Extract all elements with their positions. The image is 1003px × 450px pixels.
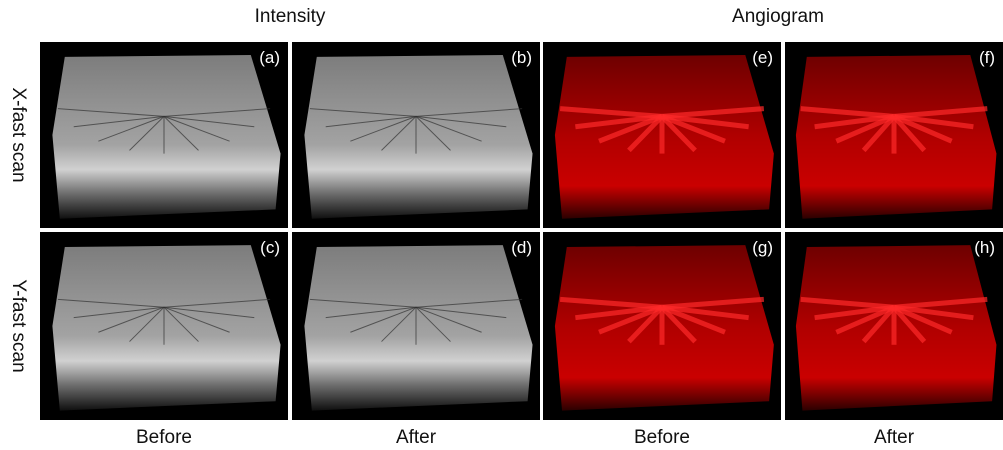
image-panel: (d) [292,232,540,420]
column-group-header: Intensity [255,6,326,28]
tissue-volume [52,245,280,410]
volume-render [40,232,288,420]
volume-render [292,42,540,228]
volume-render [40,42,288,228]
image-panel: (b) [292,42,540,228]
panel-label: (c) [260,238,280,258]
image-panel: (g) [543,232,781,420]
row-label: Y-fast scan [7,279,29,372]
image-panel: (a) [40,42,288,228]
image-panel: (e) [543,42,781,228]
image-panel: (h) [785,232,1003,420]
panel-label: (e) [752,48,773,68]
panel-label: (a) [259,48,280,68]
volume-render [785,42,1003,228]
volume-render [543,42,781,228]
tissue-volume [304,245,532,410]
column-label: Before [634,427,690,449]
panel-label: (h) [974,238,995,258]
image-panel: (c) [40,232,288,420]
column-label: After [396,427,436,449]
volume-render [543,232,781,420]
column-label: Before [136,427,192,449]
panel-label: (f) [979,48,995,68]
panel-label: (b) [511,48,532,68]
column-group-header: Angiogram [732,6,824,28]
panel-label: (g) [752,238,773,258]
panel-label: (d) [511,238,532,258]
tissue-volume [304,55,532,219]
row-label: X-fast scan [7,87,29,182]
volume-render [785,232,1003,420]
image-panel: (f) [785,42,1003,228]
figure: Intensity Angiogram X-fast scan Y-fast scan… [0,0,1003,450]
column-label: After [874,427,914,449]
tissue-volume [52,55,280,219]
volume-render [292,232,540,420]
